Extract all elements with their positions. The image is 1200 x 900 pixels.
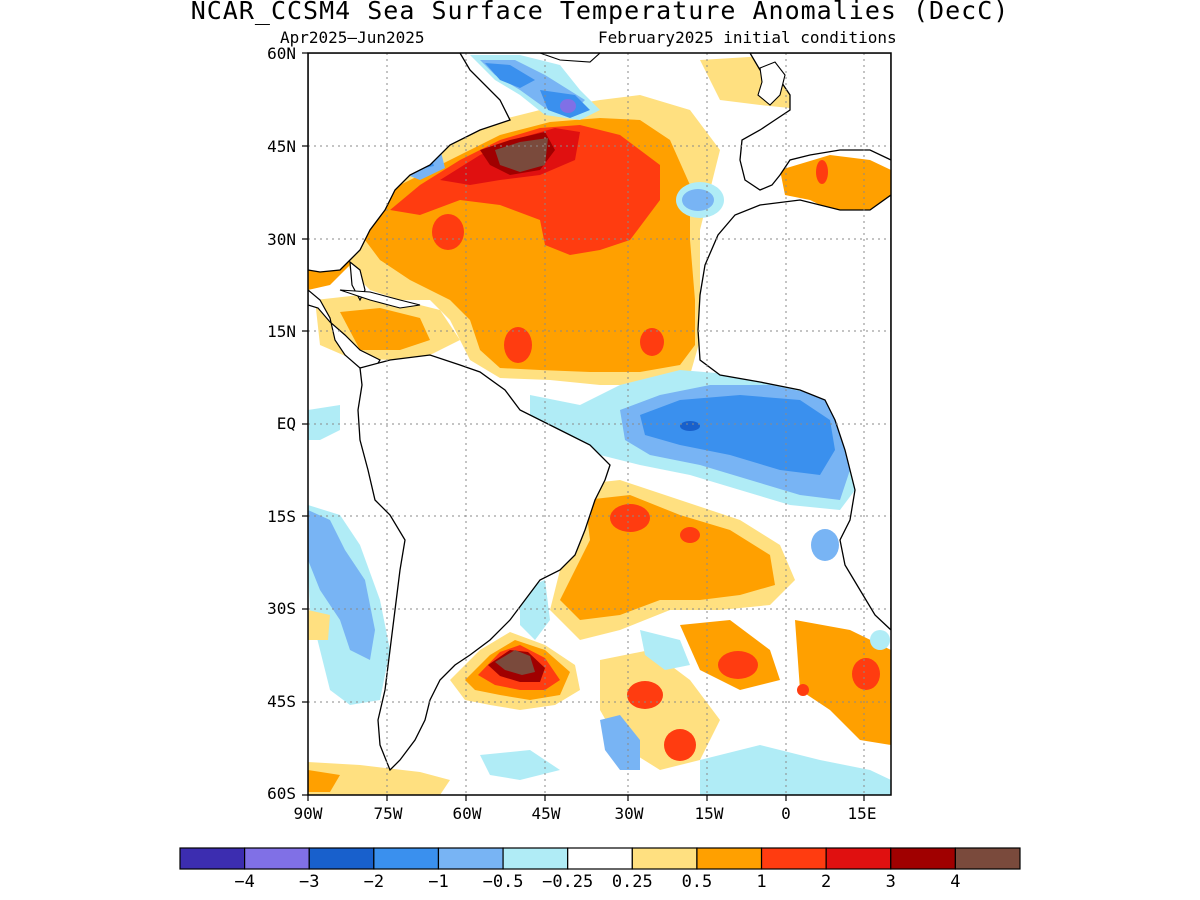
north-america-land (308, 53, 511, 273)
cuba-land (339, 289, 421, 309)
british-isles-land (757, 61, 786, 106)
colorbar-swatch (567, 847, 633, 870)
colorbar (179, 847, 1021, 870)
colorbar-label: −3 (298, 872, 320, 892)
colorbar-label: 0.5 (681, 872, 713, 892)
lat-label-45s: 45S (267, 692, 296, 711)
lat-label-15n: 15N (267, 322, 296, 341)
lon-label-60w: 60W (452, 804, 482, 823)
lon-label-0: 0 (781, 804, 791, 823)
colorbar-label: 2 (821, 872, 832, 892)
africa-land (697, 194, 891, 631)
lat-label-30n: 30N (267, 230, 296, 249)
colorbar-label: −2 (363, 872, 385, 892)
lat-label-30s: 30S (267, 599, 296, 618)
colorbar-swatch (308, 847, 375, 870)
colorbar-swatch (954, 847, 1021, 870)
lat-label-eq: EQ (276, 414, 296, 433)
lon-label-30w: 30W (614, 804, 644, 823)
colorbar-label: 3 (885, 872, 896, 892)
colorbar-label: −1 (428, 872, 449, 892)
lat-label-60s: 60S (267, 784, 296, 803)
colorbar-swatch (244, 847, 310, 870)
lon-label-90w: 90W (293, 804, 323, 823)
colorbar-label: −0.25 (542, 872, 594, 892)
colorbar-swatch (760, 847, 827, 870)
europe-land (739, 53, 891, 191)
anomaly-field (308, 53, 891, 795)
colorbar-label: 0.25 (611, 872, 653, 892)
colorbar-swatch (437, 847, 504, 870)
lat-label-45n: 45N (267, 137, 296, 156)
map-title: NCAR_CCSM4 Sea Surface Temperature Anoma… (190, 0, 1010, 25)
colorbar-label: 1 (756, 872, 767, 892)
lon-label-15w: 15W (694, 804, 724, 823)
forecast-period: Apr2025–Jun2025 (280, 28, 425, 47)
lat-label-60n: 60N (267, 44, 296, 63)
colorbar-swatch (179, 847, 246, 870)
map-gridlines (308, 53, 891, 795)
south-america-land (357, 354, 611, 772)
colorbar-label: 4 (950, 872, 961, 892)
colorbar-swatch (825, 847, 892, 870)
colorbar-swatch (696, 847, 763, 870)
greenland-tip-land (539, 53, 601, 63)
colorbar-swatch (631, 847, 698, 870)
map-ticks (302, 52, 865, 801)
colorbar-swatch (502, 847, 569, 870)
lon-label-45w: 45W (531, 804, 561, 823)
colorbar-swatch (890, 847, 956, 870)
lon-label-15e: 15E (847, 804, 877, 823)
colorbar-swatch (373, 847, 440, 870)
lon-label-75w: 75W (373, 804, 403, 823)
lat-label-15s: 15S (267, 507, 296, 526)
initial-conditions: February2025 initial conditions (598, 28, 897, 47)
colorbar-label: −0.5 (482, 872, 524, 892)
colorbar-label: −4 (234, 872, 255, 892)
